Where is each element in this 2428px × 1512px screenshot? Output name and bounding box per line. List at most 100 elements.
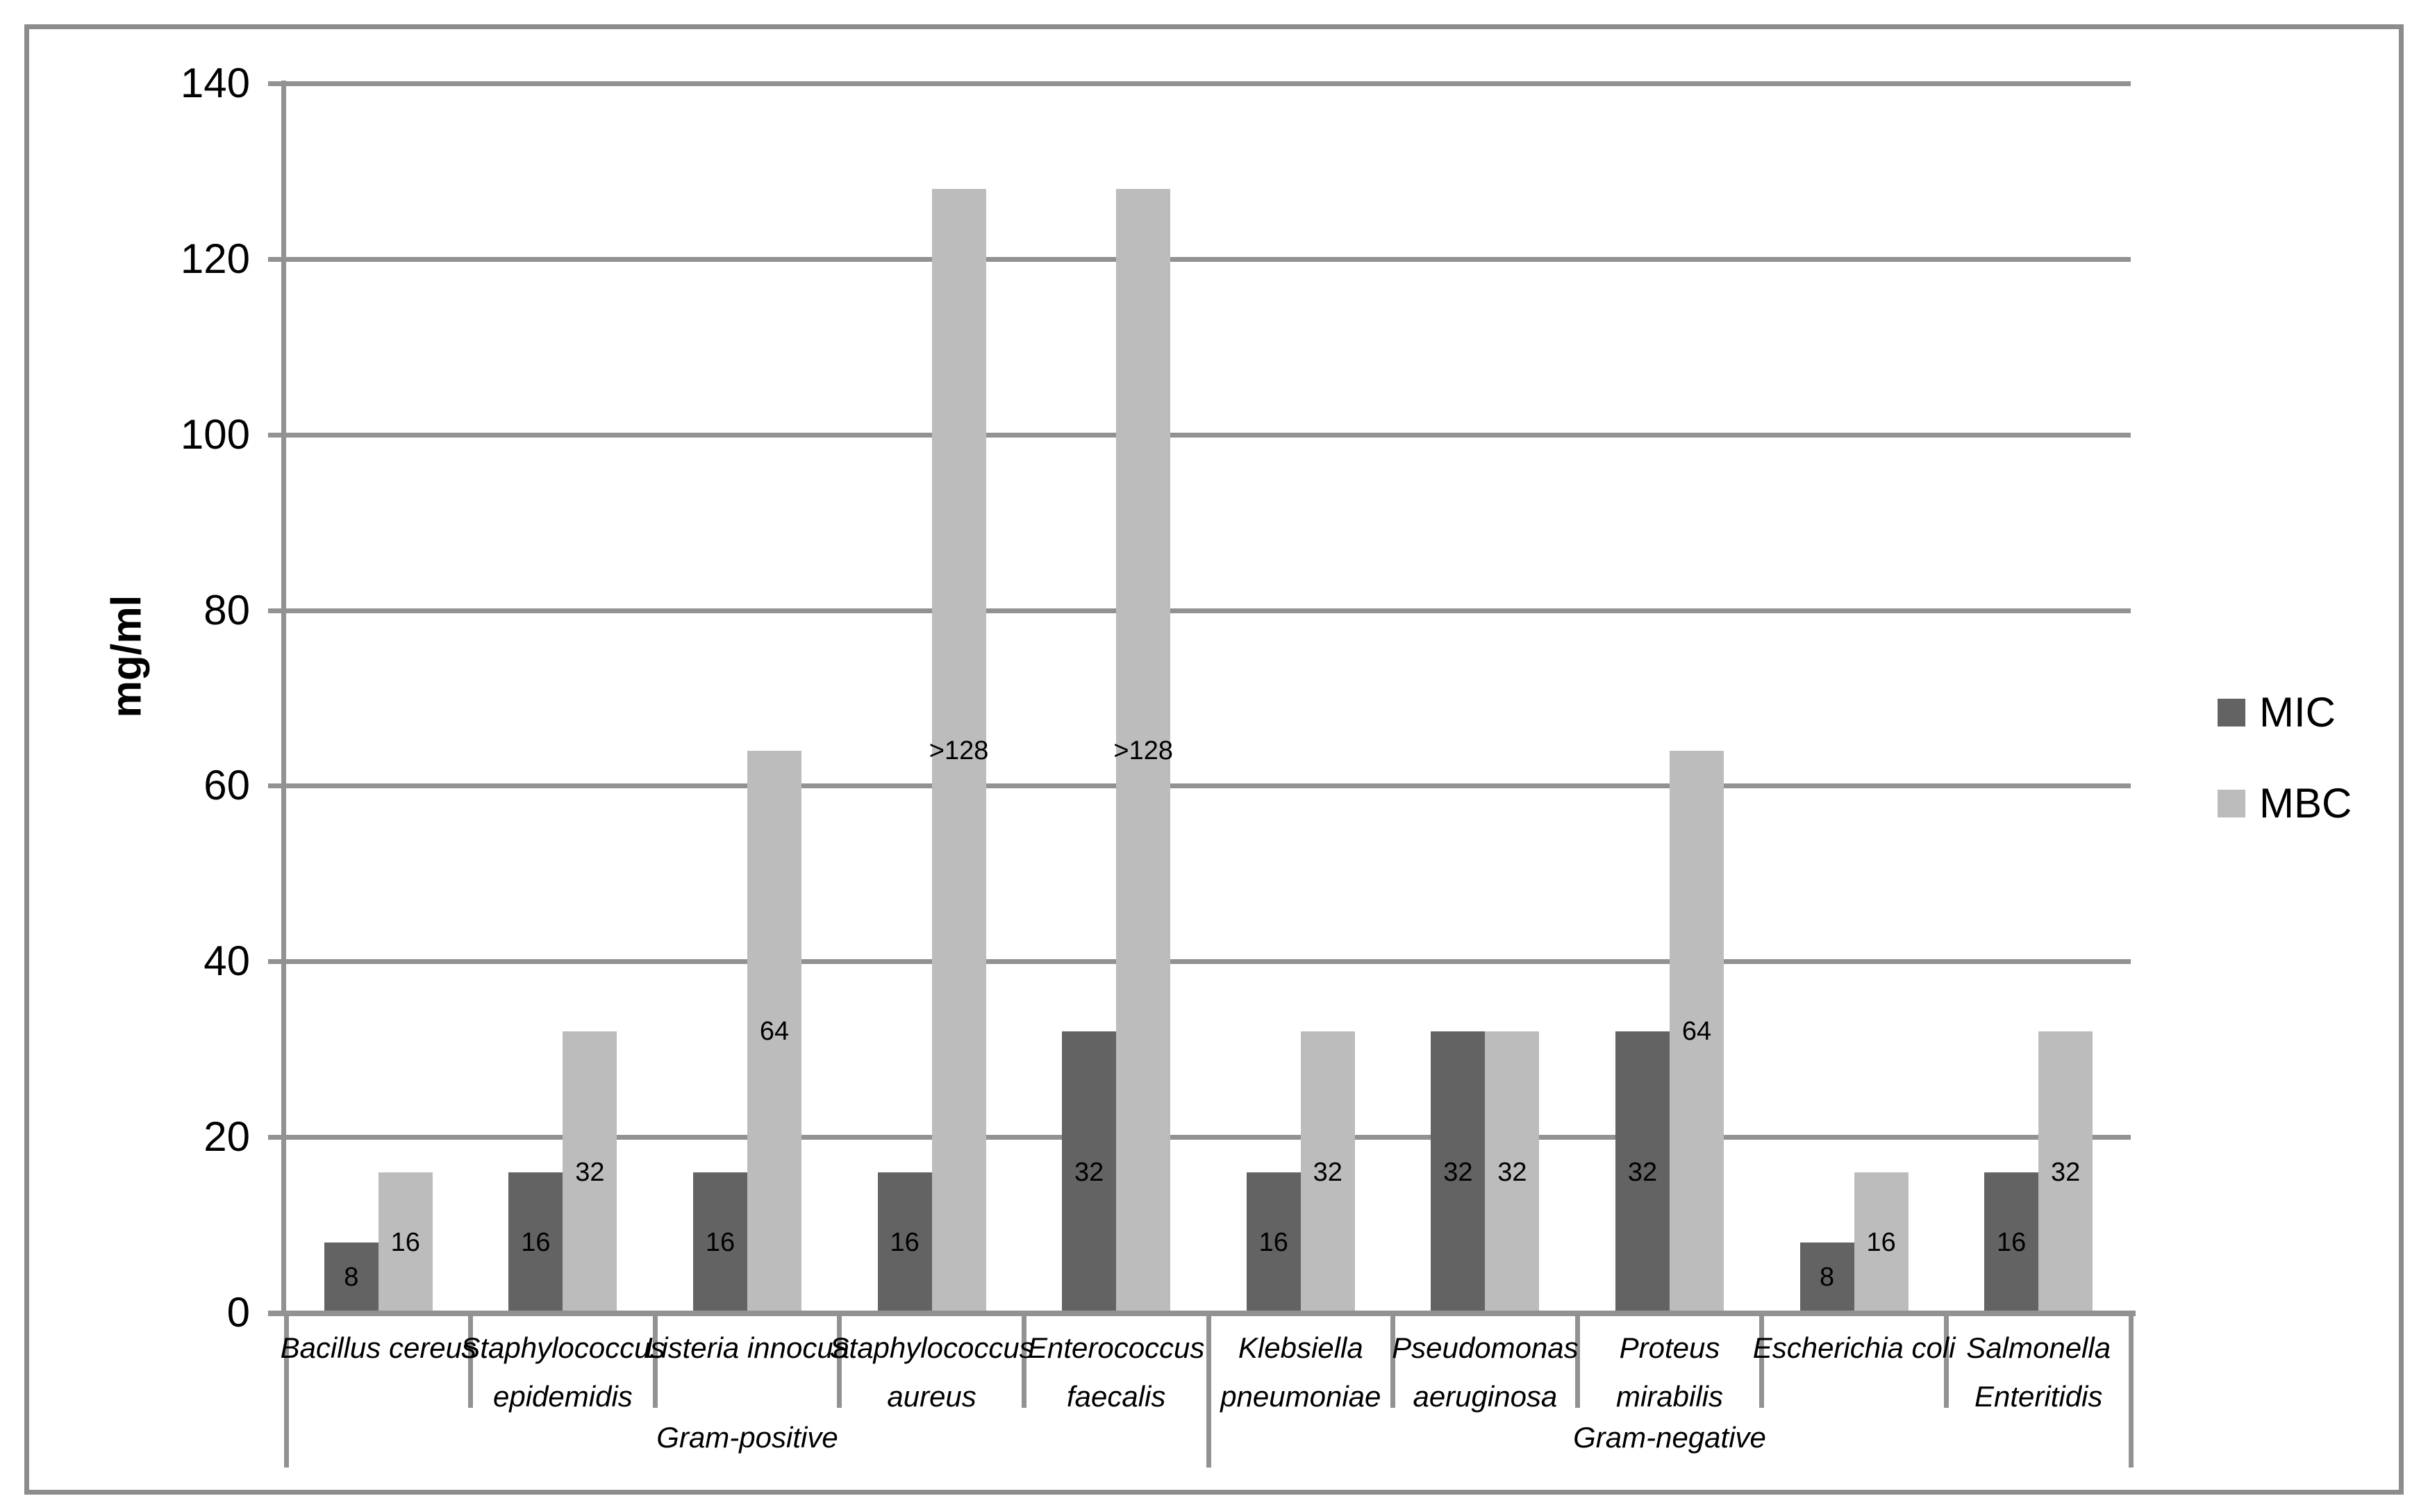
category-label-2: Staphylococcus epidemidis — [460, 1317, 665, 1413]
bar-mbc-3 — [747, 750, 801, 1313]
bar-mbc-9 — [1854, 1172, 1909, 1313]
bar-value-label-mic-10: 16 — [1997, 1227, 2027, 1257]
category-label-10: Salmonella Enteritidis — [1946, 1317, 2131, 1413]
gridline-y20 — [268, 1135, 2131, 1140]
bar-value-label-mic-9: 8 — [1820, 1263, 1835, 1293]
y-axis-title: mg/ml — [103, 595, 150, 718]
category-separator — [283, 1313, 289, 1468]
bar-value-label-mic-5: 32 — [1074, 1157, 1104, 1187]
bar-mic-6 — [1246, 1172, 1301, 1313]
category-label-line: Listeria innocua — [645, 1331, 850, 1364]
y-axis-tick-label: 120 — [180, 235, 250, 282]
legend-label-mic: MIC — [2259, 689, 2336, 736]
y-axis-line — [281, 81, 286, 1313]
bar-mbc-8 — [1670, 750, 1724, 1313]
bar-mbc-7 — [1485, 1031, 1540, 1313]
category-separator — [1390, 1313, 1396, 1408]
x-axis-line — [268, 1311, 2136, 1316]
category-label-line: Enteritidis — [1974, 1380, 2103, 1413]
category-label-7: Pseudomonas aeruginosa — [1392, 1317, 1579, 1413]
category-label-3: Listeria innocua — [645, 1317, 849, 1407]
bar-value-label-mbc-1: 16 — [390, 1227, 420, 1257]
category-separator — [2128, 1313, 2134, 1468]
category-separator — [1021, 1313, 1026, 1408]
bar-mbc-2 — [563, 1031, 617, 1313]
bar-mic-3 — [693, 1172, 747, 1313]
group-label-1: Gram-positive — [656, 1421, 838, 1454]
y-axis-tick-label: 60 — [203, 762, 250, 809]
bar-mic-7 — [1431, 1031, 1486, 1313]
category-label-line: Staphylococcus — [829, 1331, 1034, 1364]
category-label-line: mirabilis — [1615, 1380, 1723, 1413]
bar-mbc-1 — [378, 1172, 433, 1313]
bar-mic-10 — [1984, 1172, 2039, 1313]
category-label-line: Staphylococcus — [460, 1331, 665, 1364]
bar-mic-1 — [324, 1242, 379, 1313]
category-label-line: Bacillus cereus — [280, 1331, 477, 1364]
category-label-line: aeruginosa — [1413, 1380, 1558, 1413]
bar-value-label-mbc-2: 32 — [575, 1157, 605, 1187]
bar-value-label-mic-8: 32 — [1627, 1157, 1658, 1187]
gridline-y40 — [268, 959, 2131, 965]
y-axis-tick-label: 140 — [180, 60, 250, 106]
category-label-line: faecalis — [1066, 1380, 1166, 1413]
bar-mic-4 — [877, 1172, 932, 1313]
category-label-8: Proteus mirabilis — [1577, 1317, 1762, 1413]
category-label-line: epidemidis — [493, 1380, 633, 1413]
bar-mbc-10 — [2038, 1031, 2093, 1313]
bar-value-label-mbc-8: 64 — [1681, 1017, 1712, 1047]
category-label-4: Staphylococcus aureus — [830, 1317, 1034, 1413]
bar-value-label-mic-7: 32 — [1443, 1157, 1473, 1187]
gridline-y100 — [268, 432, 2131, 438]
bar-value-label-mic-2: 16 — [521, 1227, 551, 1257]
y-axis-tick-label: 100 — [180, 410, 250, 458]
bar-mbc-5 — [1116, 188, 1171, 1313]
bar-value-label-mbc-10: 32 — [2051, 1157, 2081, 1187]
category-label-line: aureus — [887, 1380, 976, 1413]
legend-swatch-mic — [2218, 699, 2245, 726]
legend-entry-mic: MIC — [2218, 689, 2336, 736]
gridline-y60 — [268, 783, 2131, 789]
category-label-line: Klebsiella — [1238, 1331, 1363, 1364]
bar-value-label-mbc-5: >128 — [1113, 736, 1173, 765]
bar-value-label-mbc-4: >128 — [929, 736, 989, 765]
category-separator — [1206, 1313, 1211, 1468]
bar-mbc-4 — [931, 188, 986, 1313]
bar-value-label-mic-6: 16 — [1258, 1227, 1288, 1257]
bar-mic-9 — [1799, 1242, 1854, 1313]
category-separator — [1759, 1313, 1765, 1408]
bar-value-label-mbc-7: 32 — [1497, 1157, 1527, 1187]
gridline-y120 — [268, 256, 2131, 262]
gridline-y80 — [268, 608, 2131, 613]
bar-mic-5 — [1062, 1031, 1117, 1313]
y-axis-tick-label: 0 — [226, 1289, 250, 1336]
bar-value-label-mic-3: 16 — [705, 1227, 735, 1257]
bar-value-label-mbc-6: 32 — [1313, 1157, 1342, 1187]
legend-swatch-mbc — [2218, 790, 2245, 817]
bar-value-label-mbc-9: 16 — [1866, 1227, 1896, 1257]
category-separator — [837, 1313, 842, 1408]
bar-value-label-mic-1: 8 — [344, 1263, 359, 1293]
category-label-6: Klebsiella pneumoniae — [1208, 1317, 1393, 1413]
legend-entry-mbc: MBC — [2218, 782, 2352, 825]
gridline-y140 — [268, 81, 2131, 86]
category-label-line: Escherichia coli — [1752, 1331, 1956, 1364]
category-separator — [652, 1313, 658, 1408]
y-axis-tick-label: 20 — [203, 1113, 250, 1161]
category-separator — [1574, 1313, 1580, 1408]
y-axis-tick-label: 40 — [203, 938, 250, 985]
bar-value-label-mic-4: 16 — [890, 1227, 920, 1257]
category-separator — [1943, 1313, 1949, 1408]
category-separator — [468, 1313, 474, 1408]
group-label-2: Gram-negative — [1573, 1421, 1766, 1454]
category-label-line: Pseudomonas — [1392, 1331, 1579, 1364]
bar-mbc-6 — [1300, 1031, 1355, 1313]
bar-mic-2 — [508, 1172, 563, 1313]
category-label-1: Bacillus cereus — [281, 1317, 476, 1407]
category-label-9: Escherichia coli — [1753, 1317, 1956, 1407]
bar-mic-8 — [1615, 1031, 1670, 1313]
category-label-line: pneumoniae — [1220, 1380, 1381, 1413]
bar-value-label-mbc-3: 64 — [759, 1017, 790, 1047]
category-label-line: Proteus — [1619, 1331, 1720, 1364]
